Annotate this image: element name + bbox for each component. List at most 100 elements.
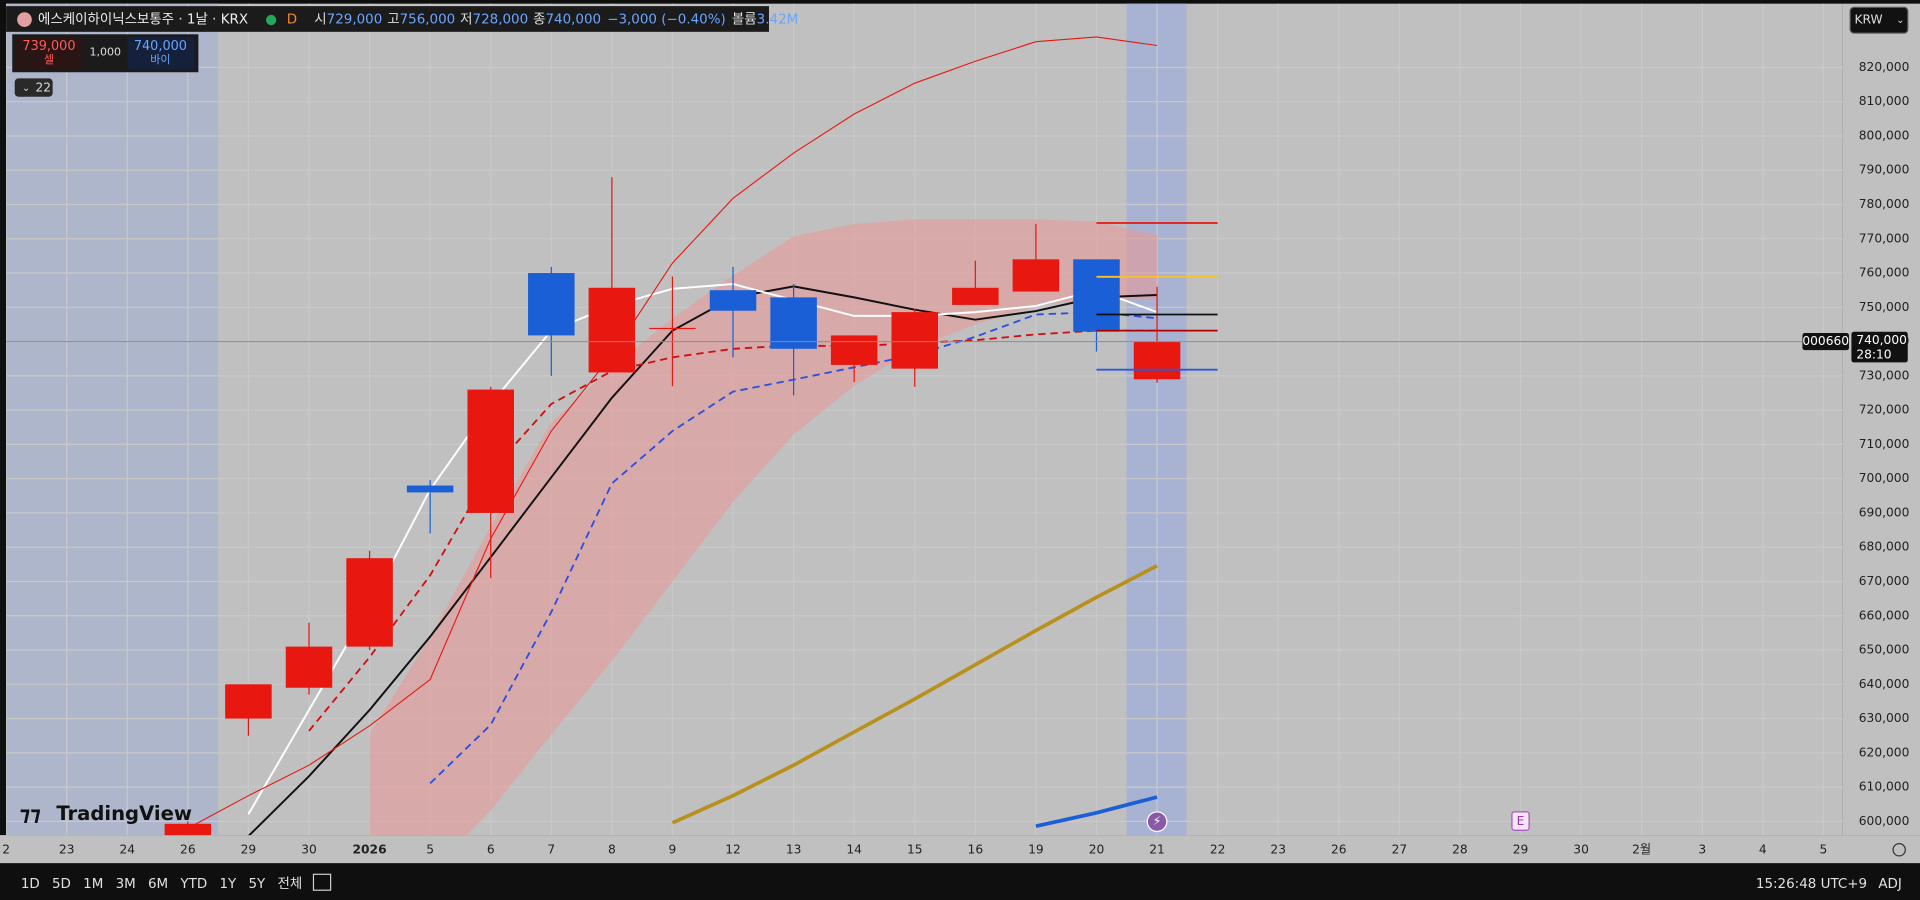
price-axis-bg [1842, 3, 1920, 836]
symbol-icon [17, 12, 32, 27]
x-tick-label: 13 [786, 842, 802, 856]
range-button[interactable]: 1M [83, 877, 103, 892]
range-button[interactable]: 1Y [219, 877, 237, 892]
x-tick-label: 30 [1573, 842, 1589, 856]
volume: 3.42M [757, 13, 799, 28]
x-tick-label: 4 [1759, 842, 1767, 856]
y-tick-label: 610,000 [1859, 780, 1910, 794]
candle-body [467, 389, 514, 513]
buy-label: 바이 [150, 53, 170, 66]
x-tick-label: 7 [547, 842, 555, 856]
range-button[interactable]: 6M [148, 877, 168, 892]
x-tick-label: 20 [1089, 842, 1105, 856]
candle-body [588, 287, 636, 373]
price-tag [1851, 331, 1908, 363]
adj[interactable]: ADJ [1878, 877, 1902, 892]
plot-bg [6, 3, 1843, 836]
range-button[interactable]: 1D [21, 877, 40, 892]
change: −3,000 (−0.40%) [607, 13, 726, 28]
y-tick-label: 660,000 [1859, 608, 1910, 622]
x-tick-label: 6 [487, 842, 495, 856]
sell-price: 739,000 [22, 39, 75, 54]
candle-body [649, 327, 696, 330]
countdown: 28:10 [1856, 348, 1891, 362]
indicator-toggle[interactable] [14, 78, 53, 97]
currency-button[interactable] [1849, 6, 1909, 34]
y-tick-label: 820,000 [1859, 60, 1910, 74]
x-tick-label: 26 [1331, 842, 1347, 856]
session-shade [6, 3, 218, 836]
range-button[interactable]: 5D [52, 877, 71, 892]
x-tick-label: 14 [846, 842, 862, 856]
candle-body [830, 335, 878, 365]
range-button[interactable]: 5Y [248, 877, 266, 892]
low: 728,000 [473, 13, 529, 28]
x-tick-label: 2026 [353, 842, 387, 856]
candle-body [1012, 259, 1060, 292]
x-tick-label: 28 [1452, 842, 1468, 856]
settings-icon[interactable] [1892, 843, 1906, 857]
x-tick-label: 2월 [1632, 842, 1651, 856]
symbol-tag [1802, 333, 1849, 351]
y-tick-label: 720,000 [1859, 403, 1910, 417]
y-tick-label: 600,000 [1859, 814, 1910, 828]
y-tick-label: 620,000 [1859, 745, 1910, 759]
x-tick-label: 23 [59, 842, 75, 856]
symbol: 000660 [1802, 334, 1849, 348]
buy-button[interactable] [127, 36, 195, 70]
sell-label: 셀 [44, 53, 54, 66]
x-tick-label: 26 [180, 842, 196, 856]
range-button[interactable]: 3M [116, 877, 136, 892]
event-label: E [1517, 814, 1525, 828]
range-buttons: 1D 5D 1M 3M 6M YTD 1Y 5Y 전체 [21, 876, 302, 892]
y-tick-label: 650,000 [1859, 643, 1910, 657]
candle-body [770, 297, 817, 349]
candle-body [709, 290, 757, 311]
clock: 15:26:48 UTC+9 [1756, 877, 1867, 892]
header-bar [6, 6, 769, 32]
event-marker[interactable] [1511, 811, 1530, 831]
candle-body [164, 823, 212, 836]
y-tick-label: 780,000 [1859, 197, 1910, 211]
range-button[interactable]: 전체 [277, 876, 302, 892]
buy-price: 740,000 [134, 39, 187, 54]
lightning-icon: ⚡ [1153, 814, 1162, 828]
candle-body [225, 684, 272, 719]
candle-body [285, 646, 333, 688]
x-tick-label: 15 [907, 842, 923, 856]
band [369, 219, 1158, 836]
close: 740,000 [545, 13, 601, 28]
indicator-count: 22 [36, 81, 52, 95]
y-tick-label: 700,000 [1859, 471, 1910, 485]
x-tick-label: 8 [608, 842, 616, 856]
candle-body [891, 312, 939, 369]
candle-body [1133, 341, 1181, 380]
y-tick-label: 630,000 [1859, 711, 1910, 725]
x-tick-label: 21 [1149, 842, 1165, 856]
y-tick-label: 680,000 [1859, 540, 1910, 554]
high-label: 고 [387, 13, 399, 28]
compare-icon[interactable] [312, 873, 332, 891]
time-axis-bg [0, 835, 1920, 864]
x-tick-label: 3 [1698, 842, 1706, 856]
high: 756,000 [400, 13, 456, 28]
legend: 에스케이하이닉스보통주 · 1날 · KRX ● D 시729,000 고756,000… [38, 12, 798, 28]
title: 에스케이하이닉스보통주 · 1날 · KRX [38, 12, 248, 28]
y-tick-label: 760,000 [1859, 266, 1910, 280]
range-button[interactable]: YTD [179, 877, 207, 892]
logo: TradingView [56, 802, 192, 825]
x-tick-label: 2 [2, 842, 10, 856]
indicator-line [247, 283, 1158, 815]
x-tick-label: 16 [968, 842, 984, 856]
x-tick-label: 29 [241, 842, 257, 856]
tv-mark: ⁊⁊ [20, 801, 41, 825]
indicator-line [671, 564, 1158, 825]
indicator-line [248, 285, 1158, 836]
y-tick-label: 730,000 [1859, 368, 1910, 382]
y-tick-label: 750,000 [1859, 300, 1910, 314]
x-tick-label: 19 [1028, 842, 1044, 856]
y-tick-label: 770,000 [1859, 231, 1910, 245]
dot: ● [265, 13, 277, 28]
sell-button[interactable] [15, 36, 83, 70]
